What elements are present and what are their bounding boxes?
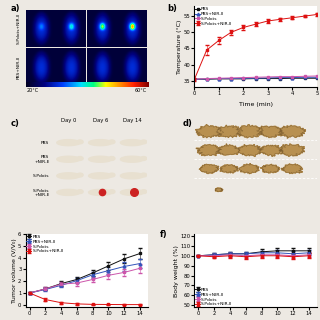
PBS bbox=[266, 77, 270, 81]
PBS bbox=[254, 77, 258, 81]
Text: S-Pdots
+NIR-Ⅱ: S-Pdots +NIR-Ⅱ bbox=[32, 188, 49, 197]
PBS bbox=[242, 77, 245, 81]
Polygon shape bbox=[196, 124, 223, 138]
PBS+NIR-Ⅱ bbox=[217, 77, 221, 81]
X-axis label: Time (min): Time (min) bbox=[239, 102, 273, 107]
Polygon shape bbox=[215, 188, 223, 192]
PBS+NIR-Ⅱ bbox=[254, 76, 258, 80]
Polygon shape bbox=[257, 126, 284, 138]
PBS+NIR-Ⅱ bbox=[205, 77, 209, 81]
Legend: PBS, PBS+NIR-Ⅱ, S-Pdots, S-Pdots+NIR-Ⅱ: PBS, PBS+NIR-Ⅱ, S-Pdots, S-Pdots+NIR-Ⅱ bbox=[27, 235, 63, 253]
S-Pdots bbox=[205, 77, 209, 81]
Text: Day 6: Day 6 bbox=[92, 118, 108, 123]
Text: c): c) bbox=[11, 119, 20, 128]
S-Pdots bbox=[315, 74, 319, 78]
S-Pdots bbox=[193, 77, 196, 81]
PBS+NIR-Ⅱ bbox=[229, 77, 233, 81]
PBS+NIR-Ⅱ bbox=[278, 76, 282, 79]
Text: a): a) bbox=[11, 4, 20, 13]
Text: PBS+NIR-Ⅱ: PBS+NIR-Ⅱ bbox=[17, 56, 21, 79]
S-Pdots bbox=[242, 76, 245, 79]
Text: 20°C: 20°C bbox=[27, 88, 39, 93]
Y-axis label: Tumor volume (V/V₀): Tumor volume (V/V₀) bbox=[12, 238, 17, 303]
S-Pdots bbox=[278, 75, 282, 78]
Polygon shape bbox=[196, 145, 221, 156]
Polygon shape bbox=[236, 125, 264, 138]
Text: e): e) bbox=[0, 230, 1, 239]
Polygon shape bbox=[239, 163, 259, 174]
Text: Day 14: Day 14 bbox=[123, 118, 141, 123]
PBS bbox=[217, 77, 221, 81]
Legend: PBS, PBS+NIR-Ⅱ, S-Pdots, S-Pdots+NIR-Ⅱ: PBS, PBS+NIR-Ⅱ, S-Pdots, S-Pdots+NIR-Ⅱ bbox=[195, 288, 232, 306]
S-Pdots bbox=[266, 75, 270, 79]
Polygon shape bbox=[216, 125, 243, 138]
PBS+NIR-Ⅱ bbox=[193, 77, 196, 81]
S-Pdots bbox=[229, 76, 233, 80]
Polygon shape bbox=[220, 165, 238, 173]
PBS+NIR-Ⅱ bbox=[266, 76, 270, 80]
PBS+NIR-Ⅱ bbox=[315, 75, 319, 79]
S-Pdots bbox=[303, 74, 307, 78]
S-Pdots bbox=[254, 75, 258, 79]
PBS bbox=[303, 76, 307, 80]
PBS+NIR-Ⅱ bbox=[303, 75, 307, 79]
PBS+NIR-Ⅱ bbox=[291, 76, 294, 79]
PBS bbox=[291, 76, 294, 80]
Polygon shape bbox=[279, 125, 306, 138]
PBS+NIR-Ⅱ bbox=[242, 76, 245, 80]
S-Pdots bbox=[217, 76, 221, 80]
PBS bbox=[229, 77, 233, 81]
Y-axis label: Body weight (%): Body weight (%) bbox=[174, 245, 179, 297]
Polygon shape bbox=[216, 144, 240, 155]
Text: 60°C: 60°C bbox=[135, 88, 147, 93]
Text: S-Pdots+NIR-Ⅱ: S-Pdots+NIR-Ⅱ bbox=[17, 12, 21, 44]
Text: Day 0: Day 0 bbox=[61, 118, 76, 123]
Text: PBS
+NIR-Ⅱ: PBS +NIR-Ⅱ bbox=[34, 155, 49, 164]
Polygon shape bbox=[199, 164, 219, 174]
Text: b): b) bbox=[168, 4, 177, 13]
Text: f): f) bbox=[160, 230, 168, 239]
Polygon shape bbox=[281, 164, 303, 174]
Polygon shape bbox=[257, 145, 283, 156]
Line: S-Pdots: S-Pdots bbox=[193, 75, 318, 81]
PBS bbox=[278, 77, 282, 81]
Polygon shape bbox=[260, 164, 280, 173]
Text: PBS: PBS bbox=[41, 141, 49, 145]
PBS bbox=[315, 76, 319, 80]
S-Pdots bbox=[291, 75, 294, 78]
Y-axis label: Temperature (°C): Temperature (°C) bbox=[177, 20, 182, 74]
Legend: PBS, PBS+NIR-Ⅱ, S-Pdots, S-Pdots+NIR-Ⅱ: PBS, PBS+NIR-Ⅱ, S-Pdots, S-Pdots+NIR-Ⅱ bbox=[195, 7, 232, 26]
Text: d): d) bbox=[182, 119, 192, 128]
PBS bbox=[205, 77, 209, 81]
Polygon shape bbox=[238, 144, 261, 156]
Line: PBS: PBS bbox=[193, 77, 318, 81]
PBS bbox=[193, 77, 196, 81]
Text: S-Pdots: S-Pdots bbox=[32, 174, 49, 178]
Polygon shape bbox=[280, 144, 305, 156]
Line: PBS+NIR-Ⅱ: PBS+NIR-Ⅱ bbox=[193, 76, 318, 81]
